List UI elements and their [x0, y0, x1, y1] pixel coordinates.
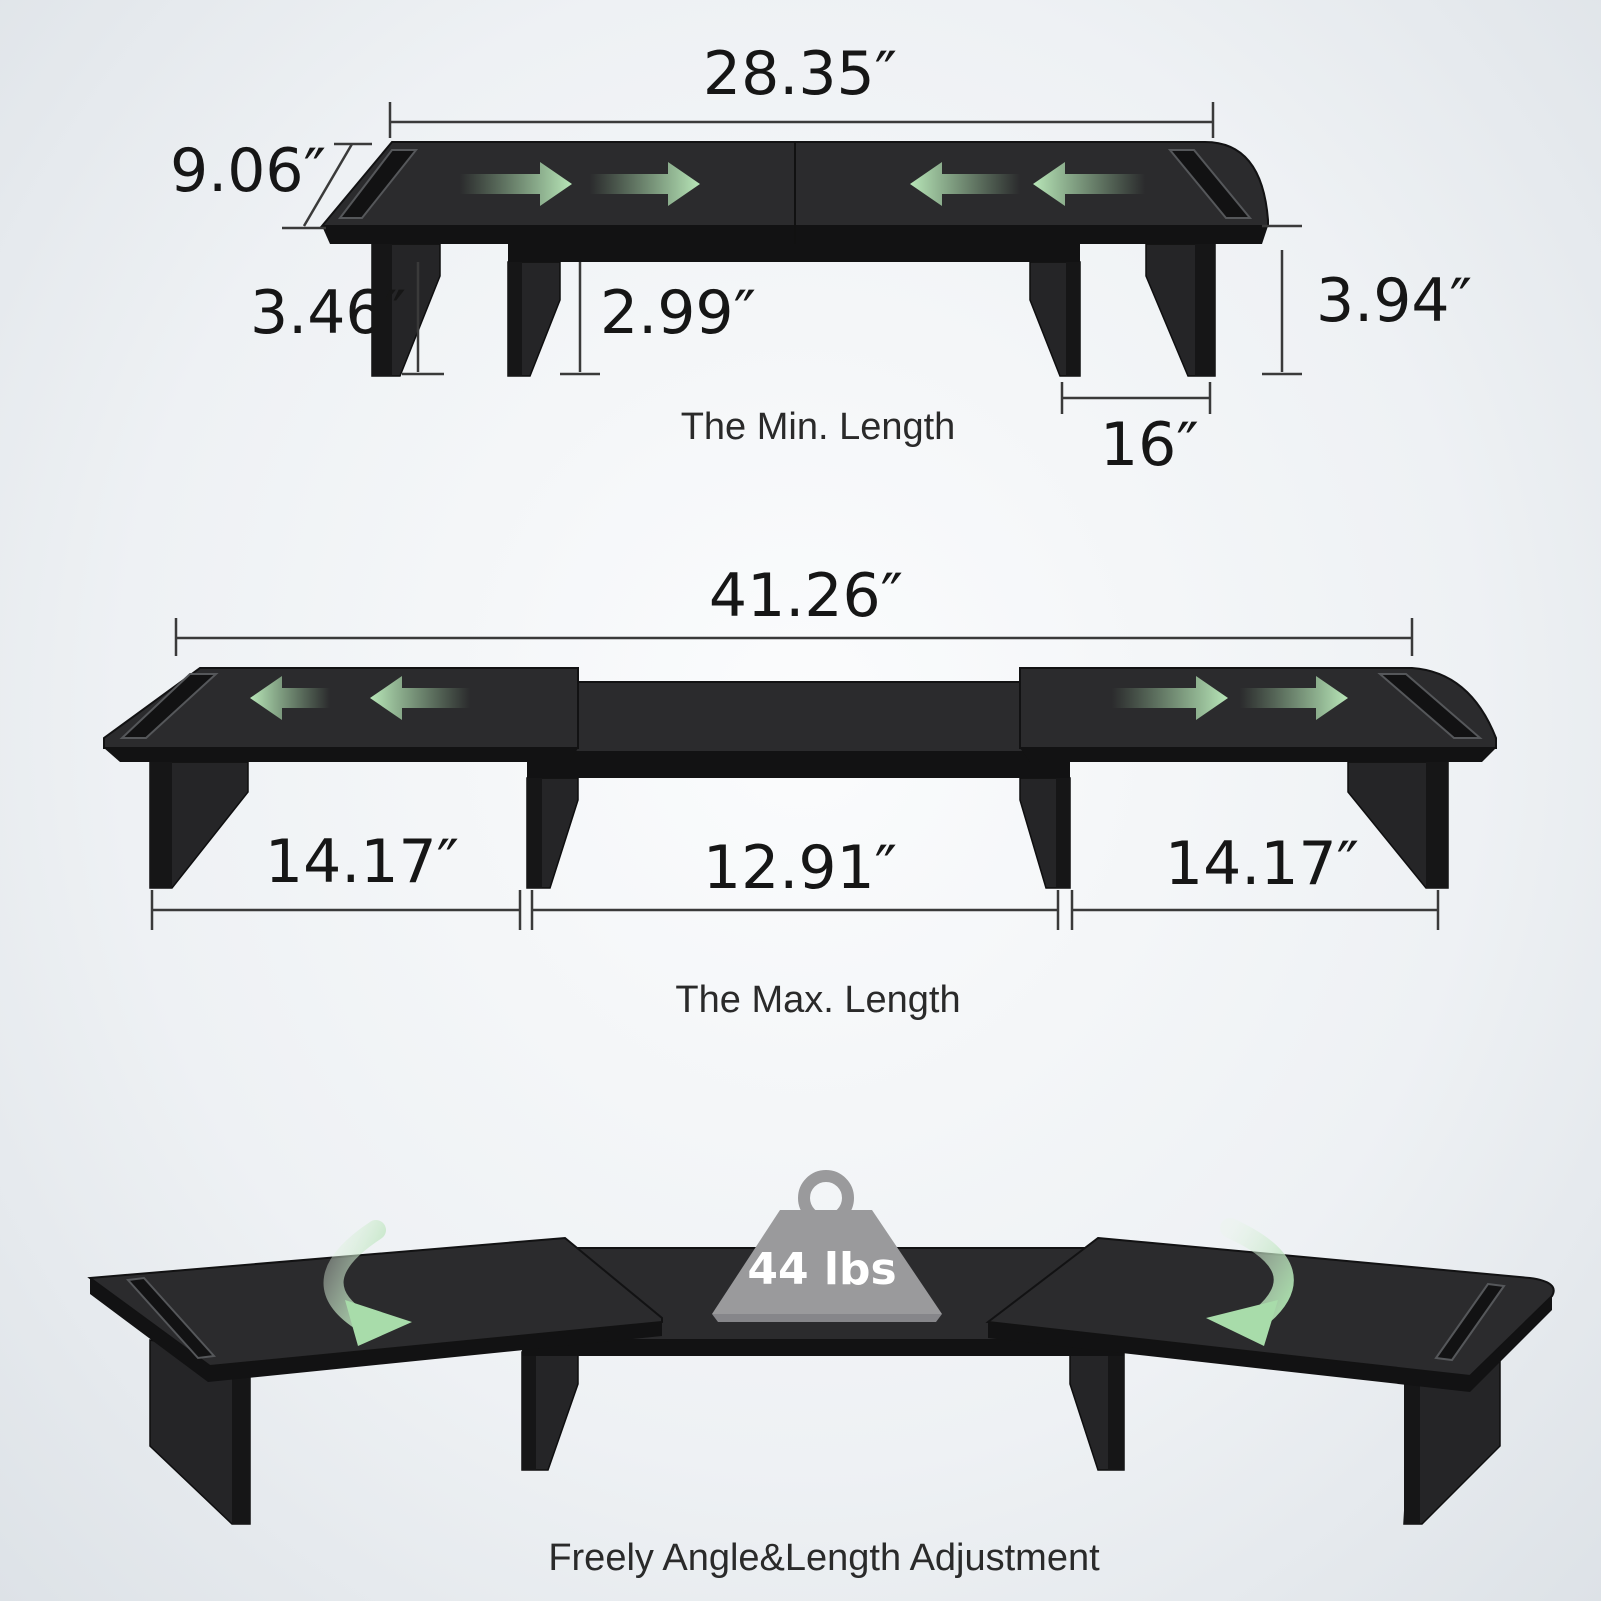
- max-length-label: 41.26″: [709, 561, 903, 631]
- max-right-section-label: 14.17″: [1165, 829, 1359, 899]
- slide-arrow-icon: [590, 162, 700, 206]
- max-middle-board: [527, 681, 1070, 778]
- slide-arrow-icon: [1033, 162, 1145, 206]
- min-length-label: 28.35″: [703, 39, 897, 109]
- rotated-left-slot: [125, 1276, 217, 1360]
- max-right-board: [1019, 667, 1497, 762]
- min-dimension-lines: [282, 102, 1302, 414]
- max-left-board: [103, 667, 579, 762]
- max-caption: The Max. Length: [675, 979, 960, 1021]
- min-caption: The Min. Length: [681, 406, 956, 448]
- slide-arrow-icon: [370, 676, 470, 720]
- max-right-slot: [1377, 673, 1483, 739]
- slide-arrow-icon: [1240, 676, 1348, 720]
- rotation-caption: Freely Angle&Length Adjustment: [548, 1537, 1100, 1579]
- rotated-left-board: [87, 1236, 663, 1382]
- slide-arrow-icon: [910, 162, 1020, 206]
- slide-arrow-icon: [1112, 676, 1228, 720]
- rotate-arrow-icon: [1206, 1218, 1294, 1346]
- min-right-slot: [1167, 149, 1253, 219]
- min-leg-span-label: 16″: [1100, 410, 1199, 480]
- min-outer-height-label: 3.46″: [250, 278, 406, 348]
- min-shelf-legs: [371, 243, 1216, 377]
- rotate-arrow-icon: [323, 1220, 412, 1346]
- rotated-right-slot: [1434, 1282, 1506, 1362]
- max-middle-section-label: 12.91″: [703, 833, 897, 903]
- min-middle-board: [508, 244, 1080, 262]
- max-length-section: 41.26″ 14.17″ 12.91″ 14.17″ The Max. Len…: [103, 561, 1497, 1021]
- rotated-shelf-legs: [149, 1339, 1501, 1525]
- min-inner-height-label: 2.99″: [600, 278, 756, 348]
- weight-icon: 44 lbs: [712, 1170, 942, 1322]
- rotation-section: 44 lbs Freely Angle&Length Adjustment: [87, 1170, 1555, 1579]
- max-dimension-lines: [150, 618, 1440, 930]
- min-shelf-top: [319, 141, 1269, 244]
- max-left-slot: [119, 673, 219, 739]
- max-shelf-legs: [149, 761, 1449, 889]
- max-left-section-label: 14.17″: [265, 827, 459, 897]
- min-left-slot: [337, 149, 419, 219]
- slide-arrow-icon: [460, 162, 572, 206]
- min-length-section: 28.35″ 9.06″ 3.46″ 2.99″ 3.94″ 16″ The M…: [170, 39, 1472, 480]
- min-right-height-label: 3.94″: [1316, 266, 1472, 336]
- min-depth-label: 9.06″: [170, 136, 326, 206]
- weight-label: 44 lbs: [747, 1244, 896, 1295]
- slide-arrow-icon: [250, 676, 330, 720]
